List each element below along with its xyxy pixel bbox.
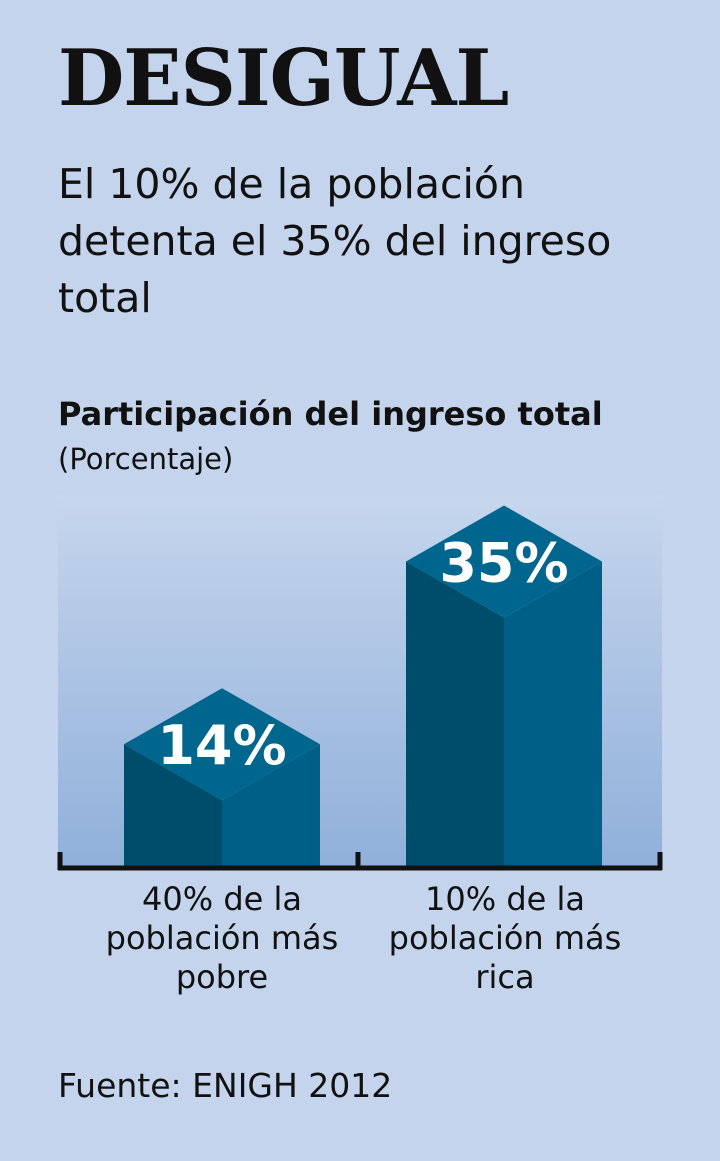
bar-top-face <box>406 505 602 618</box>
bar-left-face <box>406 561 504 866</box>
data-label: 35% <box>439 532 568 595</box>
bar-right-face <box>504 561 602 866</box>
bar-right-face <box>222 744 320 866</box>
headline: DESIGUAL <box>58 33 509 124</box>
chart-title: Participación del ingreso total (Porcent… <box>58 392 678 481</box>
bar-top-face <box>124 688 320 801</box>
category-label-poor: 40% de la población más pobre <box>105 880 339 996</box>
chart-unit: (Porcentaje) <box>58 442 234 476</box>
subheadline: El 10% de la población detenta el 35% de… <box>58 160 612 322</box>
category-label-rich: 10% de la población más rica <box>388 880 622 996</box>
source-note: Fuente: ENIGH 2012 <box>58 1066 393 1105</box>
data-label: 14% <box>157 714 286 777</box>
bar-left-face <box>124 744 222 866</box>
chart-title-text: Participación del ingreso total <box>58 395 603 433</box>
